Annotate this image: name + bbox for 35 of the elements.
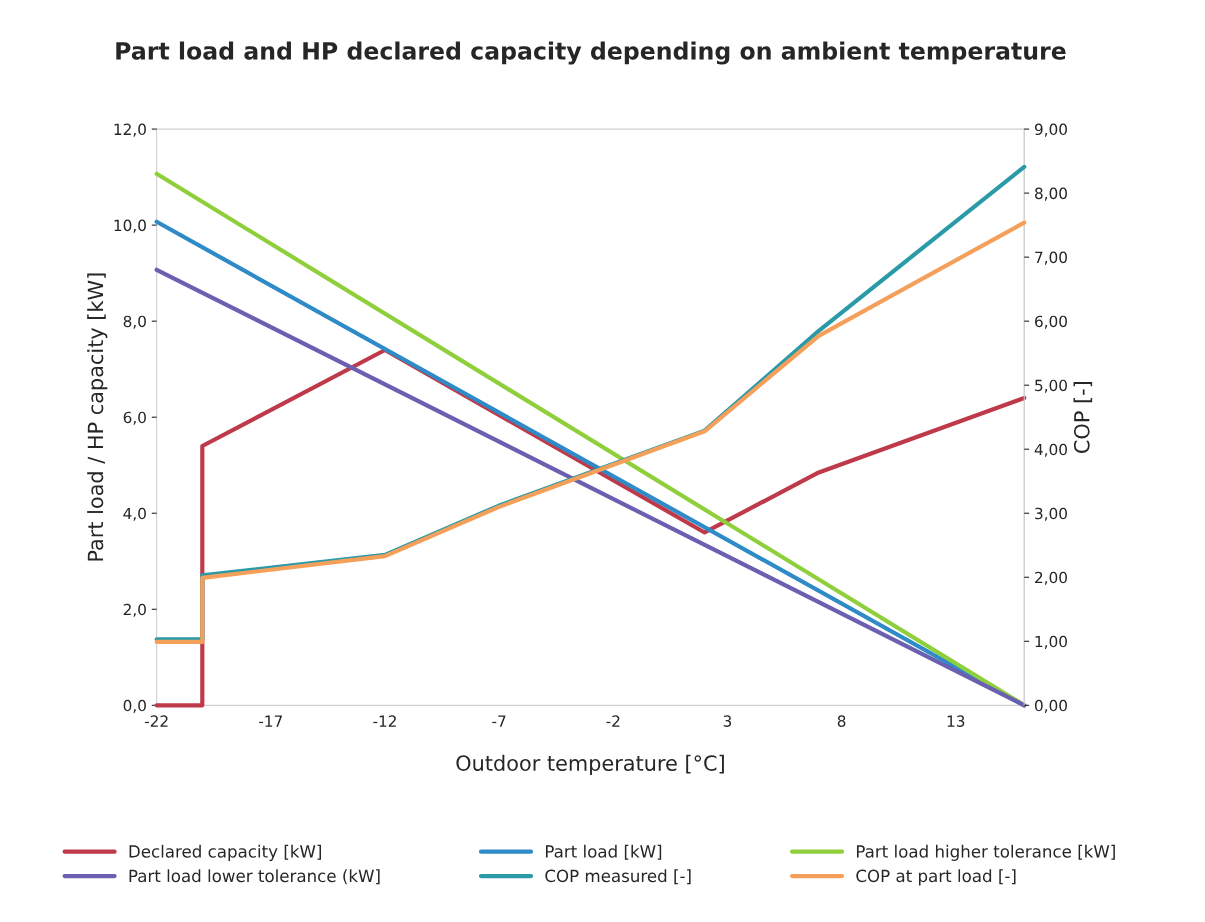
legend-label: Declared capacity [kW]: [129, 844, 321, 861]
y-tick-label: 8,0: [123, 315, 146, 329]
legend-label: COP at part load [-]: [856, 869, 1016, 886]
x-axis-title: Outdoor temperature [°C]: [456, 754, 724, 775]
y-axis-title: Part load / HP capacity [kW]: [87, 273, 108, 561]
y-tick-label: 4,0: [123, 507, 146, 521]
y-tick-label: 2,0: [123, 603, 146, 617]
x-tick-label: -2: [606, 715, 620, 727]
y-tick-label: 12,0: [114, 123, 146, 137]
x-tick-label: -7: [492, 715, 506, 727]
x-tick-label: 8: [837, 715, 846, 727]
legend-label: Part load [kW]: [545, 844, 662, 860]
y2-axis-title: COP [-]: [1073, 382, 1093, 453]
legend-label: COP measured [-]: [545, 869, 691, 885]
y2-tick-label: 7,00: [1035, 251, 1067, 265]
legend-label: Part load higher tolerance [kW]: [856, 844, 1115, 861]
x-tick-label: -22: [144, 715, 168, 727]
x-tick-label: 3: [723, 715, 732, 727]
y2-tick-label: 8,00: [1035, 187, 1067, 201]
y-tick-label: 0,0: [123, 699, 146, 713]
y2-tick-label: 1,00: [1035, 635, 1067, 649]
chart-title: Part load and HP declared capacity depending on ambient temperature: [116, 41, 1066, 65]
x-tick-label: -17: [259, 715, 282, 727]
y2-tick-label: 5,00: [1035, 379, 1067, 393]
y2-tick-label: 0,00: [1034, 699, 1067, 713]
y2-tick-label: 3,00: [1035, 507, 1067, 521]
y2-tick-label: 2,00: [1035, 571, 1067, 585]
x-tick-label: 13: [947, 715, 965, 727]
y-tick-label: 6,0: [123, 411, 146, 425]
y2-tick-label: 9,00: [1034, 123, 1067, 137]
y2-tick-label: 4,00: [1034, 443, 1067, 457]
x-tick-label: -12: [373, 715, 396, 727]
legend-label: Part load lower tolerance (kW]: [129, 869, 380, 885]
y-tick-label: 10,0: [114, 219, 146, 233]
y2-tick-label: 6,00: [1035, 315, 1067, 329]
